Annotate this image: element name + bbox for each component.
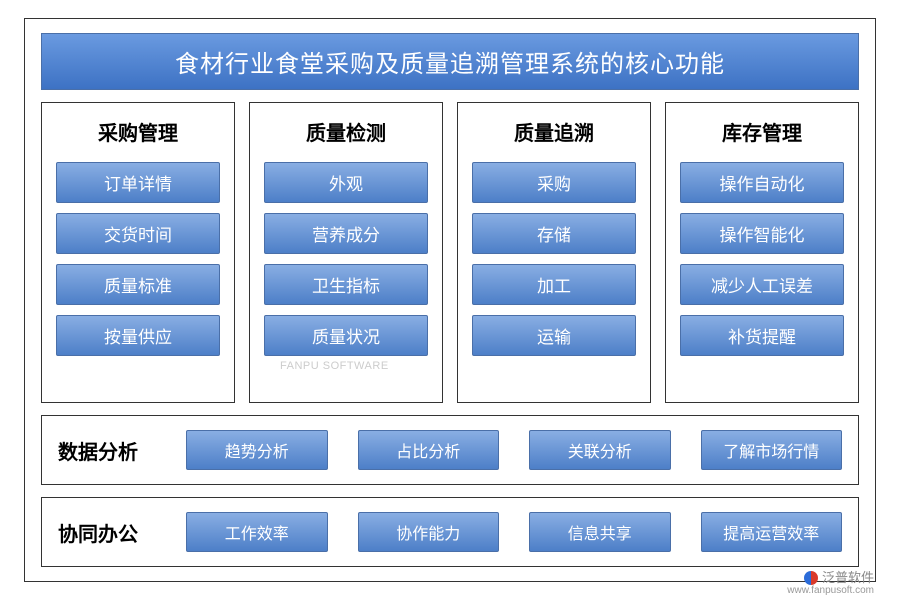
feature-pill: 订单详情 xyxy=(56,162,220,203)
diagram-frame: 食材行业食堂采购及质量追溯管理系统的核心功能 采购管理 订单详情 交货时间 质量… xyxy=(24,18,876,582)
feature-pill: 工作效率 xyxy=(186,512,328,552)
column-title: 质量检测 xyxy=(264,113,428,152)
column-quality-trace: 质量追溯 采购 存储 加工 运输 xyxy=(457,102,651,403)
feature-pill: 存储 xyxy=(472,213,636,254)
column-inventory: 库存管理 操作自动化 操作智能化 减少人工误差 补货提醒 xyxy=(665,102,859,403)
main-title: 食材行业食堂采购及质量追溯管理系统的核心功能 xyxy=(41,33,859,90)
row-pills: 工作效率 协作能力 信息共享 提高运营效率 xyxy=(186,512,842,552)
column-title: 采购管理 xyxy=(56,113,220,152)
feature-pill: 采购 xyxy=(472,162,636,203)
feature-pill: 减少人工误差 xyxy=(680,264,844,305)
feature-pill: 质量标准 xyxy=(56,264,220,305)
feature-pill: 占比分析 xyxy=(358,430,500,470)
feature-pill: 质量状况 xyxy=(264,315,428,356)
row-title: 协同办公 xyxy=(58,518,168,547)
feature-pill: 协作能力 xyxy=(358,512,500,552)
feature-pill: 了解市场行情 xyxy=(701,430,843,470)
row-collab: 协同办公 工作效率 协作能力 信息共享 提高运营效率 xyxy=(41,497,859,567)
row-data-analysis: 数据分析 趋势分析 占比分析 关联分析 了解市场行情 xyxy=(41,415,859,485)
column-purchase: 采购管理 订单详情 交货时间 质量标准 按量供应 xyxy=(41,102,235,403)
row-title: 数据分析 xyxy=(58,436,168,465)
feature-pill: 补货提醒 xyxy=(680,315,844,356)
feature-pill: 外观 xyxy=(264,162,428,203)
feature-pill: 加工 xyxy=(472,264,636,305)
row-pills: 趋势分析 占比分析 关联分析 了解市场行情 xyxy=(186,430,842,470)
feature-pill: 卫生指标 xyxy=(264,264,428,305)
feature-pill: 信息共享 xyxy=(529,512,671,552)
column-title: 库存管理 xyxy=(680,113,844,152)
feature-pill: 趋势分析 xyxy=(186,430,328,470)
column-quality-inspect: 质量检测 外观 营养成分 卫生指标 质量状况 xyxy=(249,102,443,403)
watermark-url: www.fanpusoft.com xyxy=(787,585,874,596)
feature-pill: 交货时间 xyxy=(56,213,220,254)
feature-pill: 关联分析 xyxy=(529,430,671,470)
feature-pill: 按量供应 xyxy=(56,315,220,356)
feature-pill: 运输 xyxy=(472,315,636,356)
feature-pill: 营养成分 xyxy=(264,213,428,254)
feature-pill: 操作自动化 xyxy=(680,162,844,203)
columns-container: 采购管理 订单详情 交货时间 质量标准 按量供应 质量检测 外观 营养成分 卫生… xyxy=(41,102,859,403)
column-title: 质量追溯 xyxy=(472,113,636,152)
feature-pill: 提高运营效率 xyxy=(701,512,843,552)
feature-pill: 操作智能化 xyxy=(680,213,844,254)
